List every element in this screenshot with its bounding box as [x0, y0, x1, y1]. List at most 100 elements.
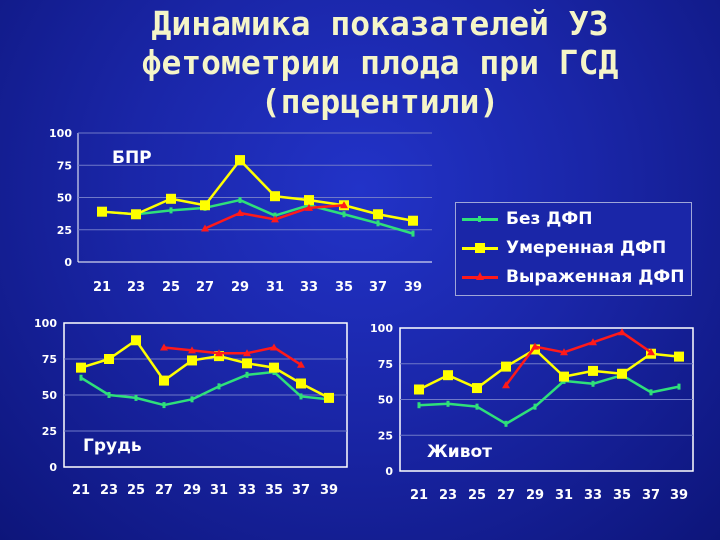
y-tick-label: 25 [42, 425, 57, 438]
data-point-belly [417, 402, 421, 409]
y-tick-label: 100 [49, 127, 72, 140]
x-tick-label: 33 [584, 488, 602, 503]
legend-swatch-green [462, 212, 498, 226]
data-point-chest [269, 362, 279, 373]
x-tick-label: 23 [100, 483, 118, 498]
chart-label-bpr: БПР [112, 148, 152, 168]
data-point-belly [502, 381, 510, 389]
y-tick-label: 75 [378, 358, 393, 371]
slide-title: Динамика показателей УЗ фетометрии плода… [60, 4, 700, 121]
data-point-bpr [411, 230, 415, 237]
x-tick-label: 37 [292, 483, 310, 498]
data-point-belly [475, 403, 479, 410]
data-point-bpr [340, 201, 348, 209]
y-tick-label: 0 [64, 256, 72, 269]
series-line-chest-2 [163, 346, 302, 366]
x-tick-label: 31 [555, 488, 573, 503]
data-point-chest [190, 396, 194, 403]
data-point-chest [134, 394, 138, 401]
x-tick-label: 39 [670, 488, 688, 503]
series-line-belly-2 [505, 331, 652, 386]
y-tick-label: 0 [49, 461, 57, 474]
data-point-belly [501, 361, 511, 372]
x-tick-label: 37 [369, 280, 387, 295]
y-tick-label: 25 [378, 429, 393, 442]
data-point-chest [188, 346, 196, 354]
data-point-bpr [235, 155, 245, 166]
data-point-chest [270, 343, 278, 351]
data-point-bpr [236, 208, 244, 216]
legend-swatch-yellow [462, 241, 498, 255]
data-point-bpr [270, 191, 280, 202]
x-tick-label: 33 [300, 280, 318, 295]
x-tick-label: 31 [210, 483, 228, 498]
data-point-chest [187, 355, 197, 366]
data-point-chest [245, 371, 249, 378]
data-point-bpr [408, 215, 418, 226]
data-point-belly [591, 380, 595, 387]
x-tick-label: 27 [196, 280, 214, 295]
x-tick-label: 35 [613, 488, 631, 503]
data-point-bpr [97, 206, 107, 217]
data-point-belly [446, 400, 450, 407]
data-point-chest [159, 375, 169, 386]
x-tick-label: 35 [265, 483, 283, 498]
x-tick-label: 39 [320, 483, 338, 498]
data-point-chest [243, 349, 251, 357]
legend-item-moderate-dfp: Умеренная ДФП [462, 235, 666, 261]
x-tick-label: 29 [183, 483, 201, 498]
data-point-bpr [342, 211, 346, 218]
data-point-chest [162, 402, 166, 409]
series-line-bpr-1 [101, 158, 414, 222]
x-tick-label: 37 [642, 488, 660, 503]
data-point-bpr [169, 207, 173, 214]
y-tick-label: 100 [370, 322, 393, 335]
y-tick-label: 75 [57, 159, 72, 172]
data-point-belly [504, 420, 508, 427]
data-point-chest [107, 392, 111, 398]
legend-swatch-red [462, 270, 498, 284]
data-point-bpr [166, 193, 176, 204]
data-point-belly [674, 351, 684, 362]
data-point-chest [76, 362, 86, 373]
data-point-bpr [131, 209, 141, 220]
y-tick-label: 50 [42, 389, 58, 402]
data-point-belly [559, 371, 569, 382]
data-point-belly [589, 338, 597, 346]
chart-legend: Без ДФП Умеренная ДФП Выраженная ДФП [455, 202, 692, 296]
data-point-chest [131, 335, 141, 346]
data-point-chest [79, 374, 83, 381]
y-tick-label: 50 [57, 192, 73, 205]
chart-label-belly: Живот [427, 442, 492, 462]
x-tick-label: 23 [439, 488, 457, 503]
data-point-belly [677, 383, 681, 390]
data-point-belly [443, 370, 453, 381]
data-point-bpr [373, 209, 383, 220]
y-tick-label: 75 [42, 353, 57, 366]
data-point-bpr [271, 215, 279, 223]
x-tick-label: 29 [526, 488, 544, 503]
data-point-belly [560, 348, 568, 356]
y-tick-label: 25 [57, 224, 72, 237]
x-tick-label: 29 [231, 280, 249, 295]
x-tick-label: 27 [155, 483, 173, 498]
data-point-chest [297, 360, 305, 368]
x-tick-label: 21 [72, 483, 90, 498]
title-line-3: (перцентили) [260, 82, 500, 121]
x-tick-label: 25 [468, 488, 486, 503]
data-point-bpr [201, 224, 209, 232]
data-point-belly [647, 348, 655, 356]
title-line-2: фетометрии плода при ГСД [141, 43, 619, 82]
x-tick-label: 33 [238, 483, 256, 498]
x-tick-label: 31 [266, 280, 284, 295]
series-line-bpr-0 [101, 198, 414, 235]
y-tick-label: 100 [34, 317, 57, 330]
x-tick-label: 27 [497, 488, 515, 503]
data-point-chest [299, 393, 303, 400]
legend-item-severe-dfp: Выраженная ДФП [462, 264, 684, 290]
data-point-belly [618, 328, 626, 336]
legend-item-no-dfp: Без ДФП [462, 206, 593, 232]
y-tick-label: 50 [378, 394, 394, 407]
data-point-bpr [238, 197, 242, 204]
